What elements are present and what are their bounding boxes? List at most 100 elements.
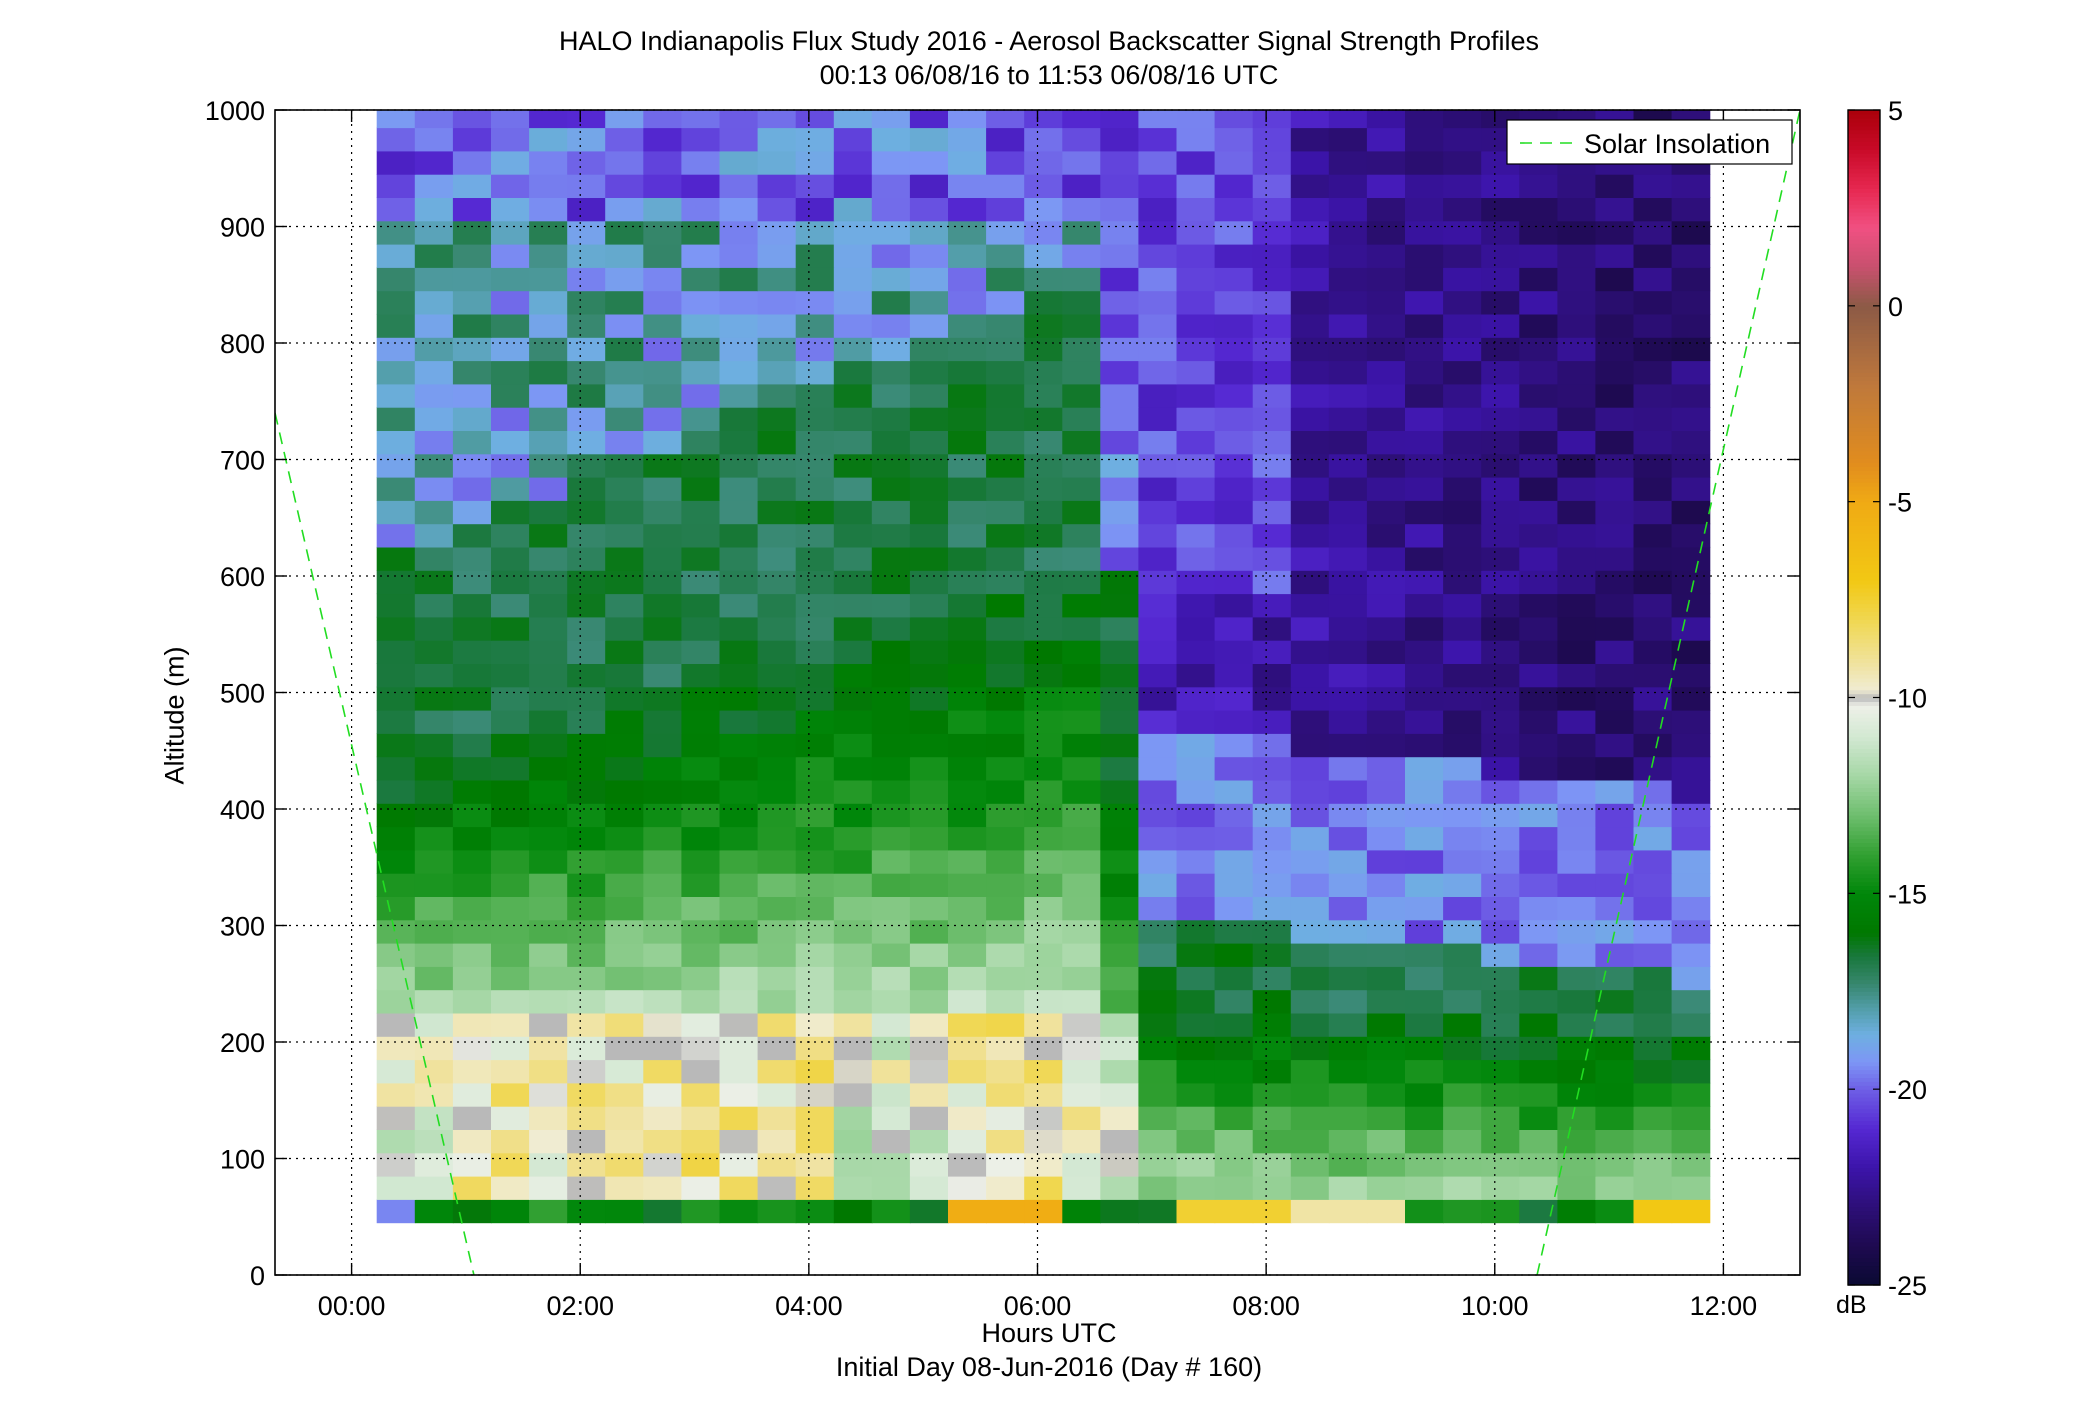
heatmap-cell — [681, 686, 721, 711]
heatmap-cell — [757, 430, 797, 455]
heatmap-cell — [376, 430, 416, 455]
heatmap-cell — [1328, 267, 1368, 292]
heatmap-cell — [757, 244, 797, 268]
heatmap-cell — [719, 220, 759, 245]
heatmap-cell — [1062, 733, 1101, 758]
heatmap-cell — [1138, 710, 1178, 734]
colorbar-segment — [1848, 348, 1880, 354]
heatmap-cell — [1062, 290, 1101, 315]
heatmap-cell — [1671, 313, 1711, 338]
heatmap-cell — [567, 640, 606, 664]
colorbar-segment — [1848, 544, 1880, 550]
colorbar-segment — [1848, 219, 1880, 225]
heatmap-cell — [1290, 873, 1330, 897]
heatmap-cell — [1443, 174, 1482, 198]
heatmap-cell — [948, 1199, 987, 1224]
heatmap-cell — [1519, 546, 1558, 571]
colorbar-segment — [1848, 1022, 1880, 1028]
heatmap-cell — [414, 686, 454, 711]
heatmap-cell — [529, 290, 568, 315]
colorbar-segment — [1848, 1163, 1880, 1169]
heatmap-cell — [452, 150, 492, 175]
heatmap-cell — [605, 197, 644, 222]
heatmap-cell — [833, 593, 873, 618]
heatmap-cell — [491, 430, 530, 455]
colorbar-segment — [1848, 540, 1880, 546]
heatmap-cell — [1595, 1012, 1635, 1037]
heatmap-cell — [757, 290, 797, 315]
heatmap-cell — [1595, 686, 1635, 711]
colorbar-tick-label: -10 — [1888, 684, 1927, 714]
heatmap-cell — [643, 1129, 682, 1154]
colorbar-segment — [1848, 670, 1880, 675]
heatmap-cell — [1633, 1106, 1673, 1130]
heatmap-cell — [986, 523, 1025, 548]
heatmap-cell — [795, 826, 835, 851]
heatmap-cell — [452, 1129, 492, 1154]
heatmap-cell — [1252, 873, 1292, 897]
heatmap-cell — [871, 127, 911, 152]
heatmap-cell — [986, 267, 1025, 292]
heatmap-cell — [1633, 570, 1673, 595]
x-axis-label: Hours UTC — [981, 1318, 1117, 1348]
colorbar-segment — [1848, 1198, 1880, 1204]
heatmap-cell — [757, 453, 797, 478]
heatmap-cell — [1443, 663, 1482, 688]
heatmap-cell — [1443, 686, 1482, 711]
heatmap-cell — [1100, 849, 1139, 874]
heatmap-cell — [719, 546, 759, 571]
heatmap-cell — [1366, 453, 1406, 478]
heatmap-cell — [833, 873, 873, 897]
heatmap-cell — [795, 290, 835, 315]
heatmap-cell — [376, 313, 416, 338]
heatmap-cell — [414, 873, 454, 897]
heatmap-cell — [643, 1059, 682, 1084]
heatmap-cell — [871, 616, 911, 641]
heatmap-cell — [1100, 523, 1139, 548]
heatmap-cell — [795, 407, 835, 431]
heatmap-cell — [795, 453, 835, 478]
heatmap-cell — [909, 360, 949, 385]
heatmap-cell — [1519, 407, 1558, 431]
heatmap-cell — [1443, 640, 1482, 664]
heatmap-cell — [1405, 1199, 1444, 1224]
colorbar-segment — [1848, 768, 1880, 773]
heatmap-cell — [986, 756, 1025, 781]
heatmap-cell — [1671, 267, 1711, 292]
heatmap-cell — [1062, 896, 1101, 921]
heatmap-cell — [1481, 919, 1520, 944]
colorbar-segment — [1848, 591, 1880, 597]
heatmap-cell — [719, 686, 759, 711]
colorbar-segment — [1848, 771, 1880, 777]
heatmap-cell — [948, 313, 987, 338]
heatmap-cell — [1176, 803, 1216, 828]
heatmap-cell — [871, 710, 911, 734]
heatmap-cell — [567, 174, 606, 198]
heatmap-cell — [1366, 663, 1406, 688]
colorbar-segment — [1848, 478, 1880, 483]
colorbar-segment — [1848, 317, 1880, 323]
heatmap-cell — [567, 1059, 606, 1084]
heatmap-cell — [1366, 110, 1406, 129]
heatmap-cell — [1328, 663, 1368, 688]
heatmap-cell — [719, 593, 759, 618]
heatmap-cell — [719, 826, 759, 851]
heatmap-cell — [681, 453, 721, 478]
heatmap-cell — [1481, 337, 1520, 362]
colorbar-segment — [1848, 458, 1880, 464]
heatmap-cell — [795, 110, 835, 129]
heatmap-cell — [909, 1082, 949, 1107]
heatmap-cell — [1176, 570, 1216, 595]
heatmap-cell — [719, 430, 759, 455]
colorbar-segment — [1848, 744, 1880, 750]
heatmap-cell — [1443, 127, 1482, 152]
colorbar-segment — [1848, 266, 1880, 272]
heatmap-cell — [1024, 337, 1063, 362]
heatmap-cell — [567, 803, 606, 828]
heatmap-cell — [1176, 360, 1216, 385]
heatmap-cell — [414, 989, 454, 1014]
heatmap-cell — [1633, 616, 1673, 641]
heatmap-cell — [948, 919, 987, 944]
heatmap-cell — [452, 1106, 492, 1130]
colorbar-segment — [1848, 646, 1880, 652]
